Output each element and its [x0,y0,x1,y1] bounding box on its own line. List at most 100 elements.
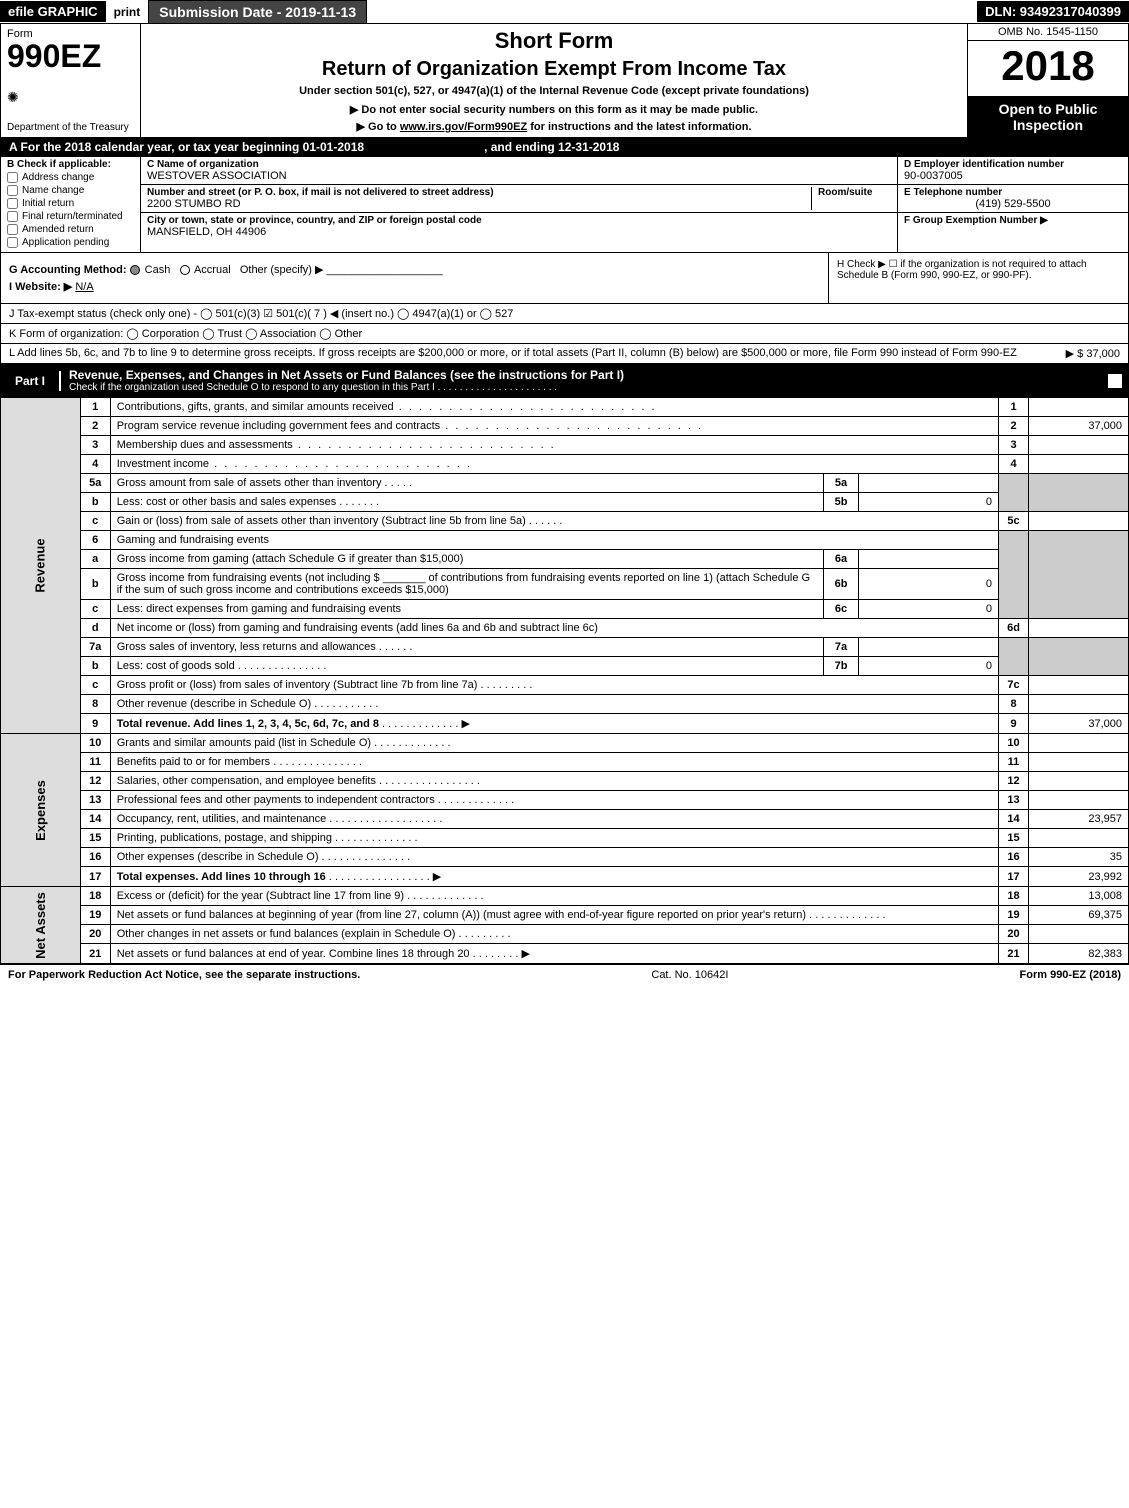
omb-number: OMB No. 1545-1150 [968,24,1128,41]
ln-11-num: 11 [80,753,110,772]
ln-10-num: 10 [80,734,110,753]
ln-21-amt: 82,383 [1029,944,1129,964]
ln-6a-num: a [80,550,110,569]
lbl-amended-return: Amended return [22,224,94,235]
city-label: City or town, state or province, country… [147,215,891,226]
footer-right: Form 990-EZ (2018) [1020,969,1121,981]
chk-name-change[interactable] [7,185,18,196]
ln-9-desc: Total revenue. Add lines 1, 2, 3, 4, 5c,… [117,718,379,730]
print-link[interactable]: print [106,5,149,19]
ln-15-box: 15 [999,829,1029,848]
ln-21-box: 21 [999,944,1029,964]
ln-14-desc: Occupancy, rent, utilities, and maintena… [117,813,327,825]
ln-7b-mini-amt: 0 [859,657,999,676]
ln-6b-mini-amt: 0 [859,569,999,600]
chk-initial-return[interactable] [7,198,18,209]
part-1-schedule-o-checkbox[interactable] [1108,374,1122,388]
main-title: Return of Organization Exempt From Incom… [151,58,957,81]
ln-15-num: 15 [80,829,110,848]
ln-13-box: 13 [999,791,1029,810]
ln-7c-box: 7c [999,676,1029,695]
column-c: C Name of organization WESTOVER ASSOCIAT… [141,157,898,252]
ln-13-num: 13 [80,791,110,810]
ln-6-num: 6 [80,531,110,550]
ln-7c-desc: Gross profit or (loss) from sales of inv… [117,679,478,691]
ln-5b-mini-num: 5b [824,493,859,512]
part-1-header: Part I Revenue, Expenses, and Changes in… [0,364,1129,397]
form-number-box: Form 990EZ ✺ Department of the Treasury [1,24,141,137]
radio-cash[interactable] [130,265,140,275]
ln-14-box: 14 [999,810,1029,829]
ln-5a-desc: Gross amount from sale of assets other t… [117,477,382,489]
ln-14-amt: 23,957 [1029,810,1129,829]
ln-18-desc: Excess or (deficit) for the year (Subtra… [117,890,404,902]
ln-7c-num: c [80,676,110,695]
ln-17-desc: Total expenses. Add lines 10 through 16 [117,871,326,883]
grey-6abc [999,531,1029,619]
accounting-method-row: G Accounting Method: Cash Accrual Other … [9,263,820,276]
ln-5b-desc: Less: cost or other basis and sales expe… [117,496,337,508]
ln-11-amt [1029,753,1129,772]
ln-5c-box: 5c [999,512,1029,531]
grey-5ab-amt [1029,474,1129,512]
radio-accrual[interactable] [180,265,190,275]
ln-14-num: 14 [80,810,110,829]
opt-cash: Cash [145,264,171,276]
subtitle-3: ▶ Go to www.irs.gov/Form990EZ for instru… [151,120,957,133]
part-1-label: Part I [1,371,61,391]
grey-5ab [999,474,1029,512]
grey-7ab [999,638,1029,676]
ln-5b-mini-amt: 0 [859,493,999,512]
ln-3-desc: Membership dues and assessments [117,439,556,451]
footer-mid: Cat. No. 10642I [651,969,728,981]
ln-19-num: 19 [80,906,110,925]
ln-17-num: 17 [80,867,110,887]
ln-9-amt: 37,000 [1029,714,1129,734]
column-b-checkboxes: B Check if applicable: Address change Na… [1,157,141,252]
ln-7a-mini-num: 7a [824,638,859,657]
ln-19-box: 19 [999,906,1029,925]
form-header: Form 990EZ ✺ Department of the Treasury … [0,24,1129,138]
l-amt-label: ▶ $ [1066,348,1084,360]
ln-17-box: 17 [999,867,1029,887]
org-name: WESTOVER ASSOCIATION [147,170,891,182]
ln-9-box: 9 [999,714,1029,734]
ln-2-desc: Program service revenue including govern… [117,420,703,432]
website-row: I Website: ▶ N/A [9,280,820,293]
chk-application-pending[interactable] [7,237,18,248]
ln-21-desc: Net assets or fund balances at end of ye… [117,948,470,960]
ln-5a-mini-amt [859,474,999,493]
ln-6b-desc: Gross income from fundraising events (no… [117,572,810,596]
chk-amended-return[interactable] [7,224,18,235]
ln-8-desc: Other revenue (describe in Schedule O) [117,698,311,710]
info-grid: B Check if applicable: Address change Na… [0,157,1129,253]
ln-1-box: 1 [999,398,1029,417]
addr-label: Number and street (or P. O. box, if mail… [147,187,811,198]
ln-18-amt: 13,008 [1029,887,1129,906]
chk-address-change[interactable] [7,172,18,183]
ln-15-amt [1029,829,1129,848]
ln-3-box: 3 [999,436,1029,455]
ln-6a-mini-num: 6a [824,550,859,569]
opt-accrual: Accrual [194,264,231,276]
group-exemption-label: F Group Exemption Number ▶ [904,215,1122,226]
grey-7ab-amt [1029,638,1129,676]
ln-2-box: 2 [999,417,1029,436]
ln-16-amt: 35 [1029,848,1129,867]
chk-final-return[interactable] [7,211,18,222]
ln-8-amt [1029,695,1129,714]
city-state-zip: MANSFIELD, OH 44906 [147,226,891,238]
ln-6c-mini-num: 6c [824,600,859,619]
instructions-link[interactable]: www.irs.gov/Form990EZ [400,121,527,133]
ln-12-amt [1029,772,1129,791]
lbl-initial-return: Initial return [22,198,74,209]
sub3-suffix: for instructions and the latest informat… [527,121,751,133]
ln-6b-mini-num: 6b [824,569,859,600]
ln-19-amt: 69,375 [1029,906,1129,925]
ln-18-num: 18 [80,887,110,906]
ln-16-box: 16 [999,848,1029,867]
ln-20-box: 20 [999,925,1029,944]
ln-6d-amt [1029,619,1129,638]
ln-3-amt [1029,436,1129,455]
footer-left: For Paperwork Reduction Act Notice, see … [8,969,360,981]
